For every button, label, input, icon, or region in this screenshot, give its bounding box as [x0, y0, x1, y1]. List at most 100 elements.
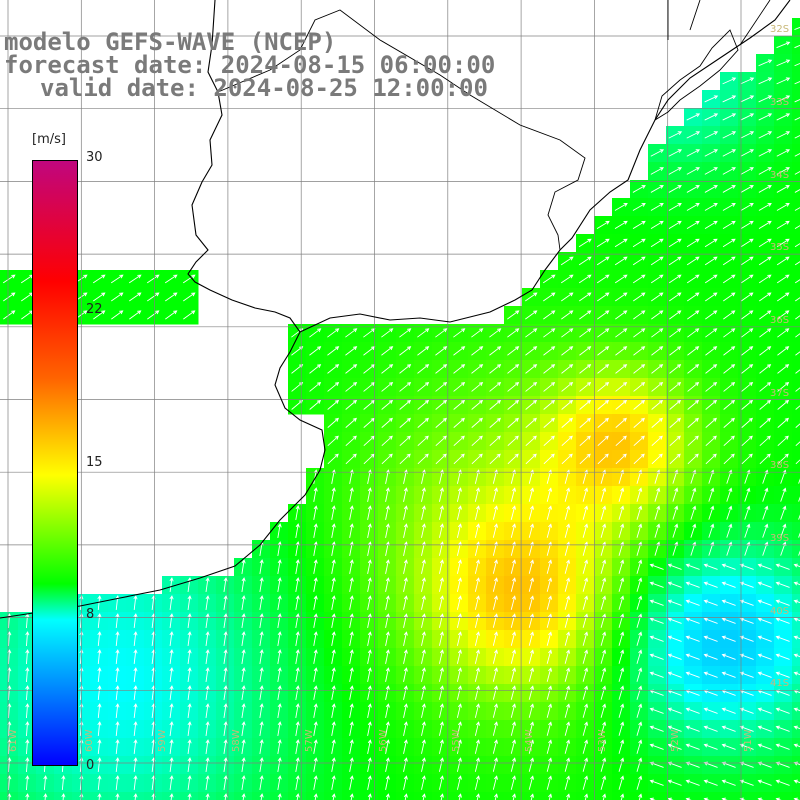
wind-arrow [381, 346, 394, 356]
wind-arrow [492, 775, 499, 790]
wind-arrow [775, 617, 790, 624]
wind-arrow [331, 649, 336, 664]
wind-arrow [651, 328, 664, 338]
wind-arrow [169, 667, 174, 682]
wind-arrow [309, 364, 322, 374]
wind-arrow [757, 635, 772, 642]
wind-arrow [259, 667, 264, 682]
wind-arrow [439, 667, 444, 682]
wind-arrow [313, 703, 318, 718]
wind-arrow [651, 399, 664, 410]
wind-arrow [313, 487, 318, 502]
wind-arrow [543, 364, 556, 374]
wind-arrow [183, 310, 196, 320]
wind-arrow [399, 346, 412, 356]
wind-arrow [367, 613, 372, 628]
wind-arrow [776, 185, 790, 193]
wind-arrow [295, 505, 300, 520]
wind-arrow [721, 599, 736, 606]
wind-arrow [223, 595, 228, 610]
wind-arrow [115, 631, 120, 647]
wind-arrow [327, 364, 340, 374]
wind-arrow [241, 631, 246, 646]
wind-arrow [685, 761, 700, 768]
wind-arrow [164, 292, 178, 302]
wind-arrow [690, 523, 697, 538]
wind-arrow [385, 721, 390, 736]
wind-arrow [582, 775, 589, 790]
wind-arrow [471, 417, 483, 428]
wind-arrow [295, 577, 300, 592]
wind-arrow [456, 595, 462, 610]
wind-arrow [654, 487, 661, 502]
wind-arrow [759, 417, 771, 428]
wind-arrow [723, 399, 736, 410]
wind-arrow [133, 595, 138, 611]
wind-arrow [618, 775, 625, 790]
wind-arrow [169, 739, 174, 754]
wind-arrow [417, 399, 430, 410]
wind-arrow [169, 613, 174, 628]
wind-arrow [492, 721, 499, 736]
wind-arrow [739, 635, 754, 642]
wind-arrow [618, 649, 625, 664]
wind-cell [792, 738, 800, 757]
wind-arrow [295, 685, 300, 700]
wind-cell [792, 666, 800, 685]
wind-arrow [367, 559, 372, 574]
wind-arrow [510, 721, 517, 736]
wind-arrow [259, 703, 264, 718]
wind-arrow [97, 631, 102, 647]
wind-arrow [618, 487, 625, 502]
wind-arrow [385, 649, 390, 664]
wind-arrow [474, 613, 480, 628]
wind-arrow [456, 775, 462, 790]
wind-arrow [740, 185, 754, 193]
wind-arrow [561, 310, 574, 320]
wind-arrow [471, 381, 484, 392]
wind-arrow [182, 292, 196, 302]
wind-arrow [510, 703, 517, 718]
wind-arrow [649, 617, 664, 624]
wind-arrow [345, 381, 358, 392]
wind-arrow [349, 649, 354, 664]
wind-arrow [169, 721, 174, 736]
wind-arrow [367, 685, 372, 700]
wind-arrow [439, 577, 444, 592]
wind-arrow [381, 399, 394, 410]
lon-label: 55W [451, 729, 462, 752]
wind-arrow [649, 797, 656, 800]
wind-arrow [687, 417, 699, 428]
wind-arrow [708, 487, 715, 502]
wind-arrow [43, 793, 48, 800]
wind-arrow [795, 459, 800, 465]
wind-arrow [687, 346, 700, 356]
wind-arrow [704, 274, 718, 284]
wind-arrow [777, 399, 790, 410]
wind-arrow [561, 453, 573, 465]
wind-arrow [489, 435, 501, 447]
wind-arrow [349, 613, 354, 628]
wind-arrow [546, 685, 553, 700]
wind-arrow [25, 739, 30, 755]
wind-arrow [327, 435, 339, 447]
wind-arrow [741, 364, 754, 374]
wind-arrow [596, 292, 610, 302]
lon-label: 53W [597, 729, 608, 752]
wind-arrow [133, 667, 138, 683]
wind-arrow [600, 559, 607, 574]
wind-arrow [456, 667, 462, 682]
wind-arrow [668, 220, 682, 230]
wind-arrow [381, 417, 393, 428]
wind-arrow [758, 149, 773, 157]
lat-label: 35S [770, 242, 790, 253]
valid-date: valid date: 2024-08-25 12:00:00 [40, 74, 488, 102]
wind-arrow [367, 775, 372, 790]
wind-cell [792, 324, 800, 343]
wind-arrow [331, 757, 336, 772]
wind-arrow [564, 631, 571, 646]
wind-arrow [456, 523, 462, 538]
wind-arrow [757, 761, 772, 768]
wind-arrow [115, 739, 120, 755]
wind-arrow [510, 775, 517, 790]
